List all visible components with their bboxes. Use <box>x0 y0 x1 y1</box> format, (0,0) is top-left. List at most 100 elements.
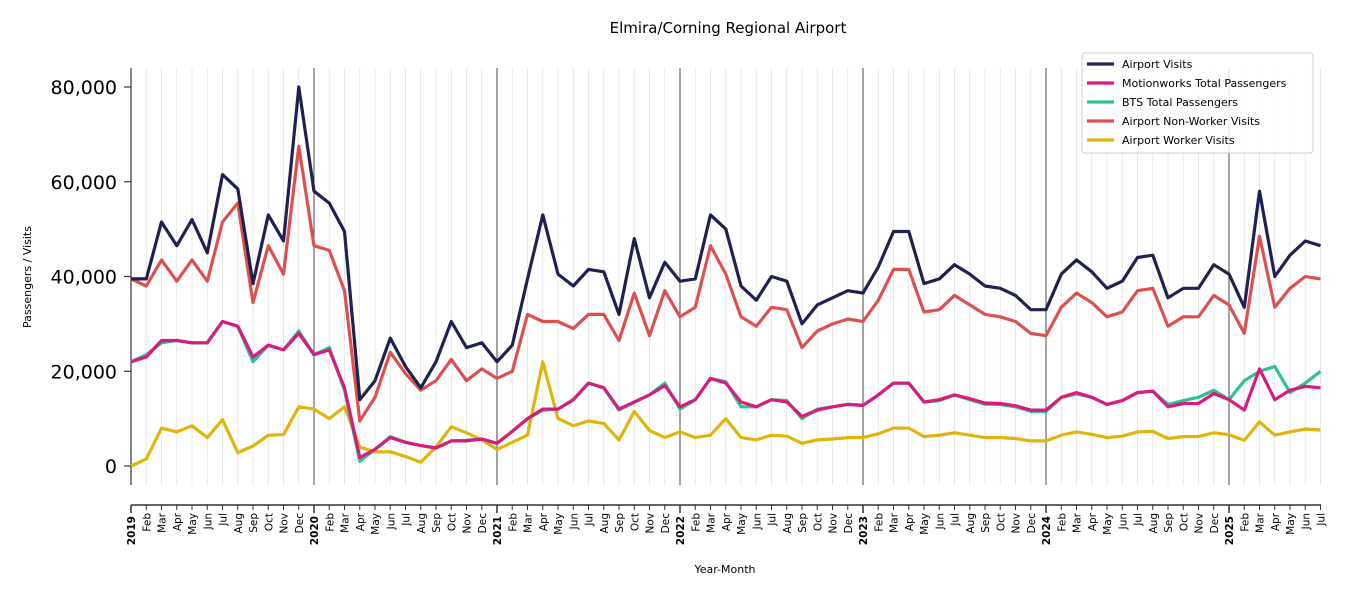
legend-label: BTS Total Passengers <box>1122 96 1238 109</box>
x-tick-label: Mar <box>1255 512 1267 532</box>
x-tick-label: May <box>919 513 931 535</box>
x-tick-label: Jul <box>401 513 413 527</box>
x-tick-label: Aug <box>416 513 428 534</box>
y-tick-label: 80,000 <box>51 77 117 99</box>
x-tick-label: Aug <box>1148 513 1160 534</box>
x-tick-label: Nov <box>1011 513 1023 534</box>
legend-label: Airport Non-Worker Visits <box>1122 115 1260 128</box>
x-tick-label: May <box>187 513 199 535</box>
x-tick-label: Nov <box>828 513 840 534</box>
x-tick-label: Nov <box>1194 513 1206 534</box>
x-tick-label: May <box>370 513 382 535</box>
x-tick-label: Nov <box>645 513 657 534</box>
x-tick-label: Feb <box>690 513 702 532</box>
x-tick-label: Feb <box>1239 513 1251 532</box>
x-tick-label: Aug <box>965 513 977 534</box>
x-tick-label: Feb <box>1056 513 1068 532</box>
x-tick-label: Oct <box>1178 513 1190 531</box>
series-line-motionworks-total-passengers <box>130 319 1321 460</box>
legend: Airport Visits Motionworks Total Passenge… <box>1081 52 1314 154</box>
x-tick-label: Dec <box>1026 513 1038 534</box>
x-tick-label: May <box>1285 513 1297 535</box>
x-tick-label: Feb <box>507 513 519 532</box>
x-tick-label-year: 2021 <box>492 516 504 545</box>
x-tick-label: Nov <box>279 513 291 534</box>
x-tick-label: Mar <box>523 512 535 532</box>
y-tick-label: 40,000 <box>51 267 117 289</box>
x-tick-label: Mar <box>157 512 169 532</box>
x-tick-label: Jul <box>1316 513 1328 527</box>
x-tick-label: Feb <box>141 513 153 532</box>
x-tick-label: May <box>553 513 565 535</box>
y-ticks: 0 20,000 40,000 60,000 80,000 <box>51 77 131 478</box>
x-tick-label: Apr <box>904 512 916 531</box>
x-tick-label-year: 2025 <box>1224 516 1236 545</box>
x-tick-label: Oct <box>629 513 641 531</box>
x-tick-label: Jul <box>218 513 230 527</box>
x-tick-label: Oct <box>446 513 458 531</box>
x-tick-label: Apr <box>1087 512 1099 531</box>
legend-label: Airport Worker Visits <box>1122 134 1235 147</box>
x-tick-label: Jun <box>385 513 397 530</box>
x-tick-label: Jul <box>950 513 962 527</box>
series-line-airport-non-worker-visits <box>130 144 1321 423</box>
x-tick-label: Oct <box>812 513 824 531</box>
chart-title: Elmira/Corning Regional Airport <box>610 19 847 37</box>
x-tick-label: Jul <box>767 513 779 527</box>
x-tick-label: Jun <box>1117 513 1129 530</box>
x-tick-label: Apr <box>355 512 367 531</box>
legend-label: Airport Visits <box>1122 58 1193 71</box>
x-tick-label: Jul <box>1133 513 1145 527</box>
x-tick-label: Sep <box>614 513 626 533</box>
x-ticks: 2019 Feb Mar Apr May Jun Jul Aug Sep Oct Nov Dec 202… <box>126 505 1328 545</box>
x-axis-label: Year-Month <box>693 563 755 576</box>
x-tick-label: Dec <box>1209 513 1221 534</box>
x-tick-label: Jun <box>751 513 763 530</box>
x-tick-label: Feb <box>873 513 885 532</box>
y-tick-label: 60,000 <box>51 172 117 194</box>
x-tick-label-year: 2023 <box>858 516 870 545</box>
x-tick-label: Jun <box>202 513 214 530</box>
x-tick-label: Sep <box>431 513 443 533</box>
x-tick-label: Mar <box>1072 512 1084 532</box>
y-tick-label: 0 <box>105 456 117 478</box>
x-tick-label: Sep <box>797 513 809 533</box>
x-tick-label: Aug <box>782 513 794 534</box>
series-lines <box>130 85 1322 468</box>
x-tick-label: Nov <box>462 513 474 534</box>
x-tick-label: Mar <box>340 512 352 532</box>
x-tick-label: Mar <box>889 512 901 532</box>
y-axis-label: Passengers / Visits <box>21 226 34 328</box>
x-tick-label-year: 2020 <box>309 516 321 545</box>
x-tick-label: Apr <box>721 512 733 531</box>
x-tick-label: Mar <box>706 512 718 532</box>
x-tick-label: May <box>1102 513 1114 535</box>
x-tick-label: Sep <box>248 513 260 533</box>
x-tick-label: Apr <box>1270 512 1282 531</box>
x-tick-label: Dec <box>843 513 855 534</box>
x-tick-label: Apr <box>538 512 550 531</box>
y-tick-label: 20,000 <box>51 361 117 383</box>
x-tick-label: Oct <box>263 513 275 531</box>
x-tick-label: Sep <box>1163 513 1175 533</box>
x-tick-label: Dec <box>294 513 306 534</box>
x-tick-label: Dec <box>660 513 672 534</box>
x-tick-label-year: 2022 <box>675 516 687 545</box>
x-tick-label: Apr <box>172 512 184 531</box>
x-tick-label-year: 2019 <box>126 516 138 545</box>
x-tick-label: Feb <box>324 513 336 532</box>
x-tick-label: Jun <box>568 513 580 530</box>
x-tick-label: Aug <box>599 513 611 534</box>
x-tick-label: Jul <box>584 513 596 527</box>
x-tick-label-year: 2024 <box>1041 516 1053 545</box>
x-tick-label: Oct <box>995 513 1007 531</box>
legend-box <box>1081 52 1314 154</box>
x-tick-label: Dec <box>477 513 489 534</box>
x-tick-label: Jun <box>934 513 946 530</box>
x-tick-label: Sep <box>980 513 992 533</box>
x-tick-label: Aug <box>233 513 245 534</box>
x-tick-label: Jun <box>1300 513 1312 530</box>
x-tick-label: May <box>736 513 748 535</box>
series-line-airport-worker-visits <box>130 360 1321 468</box>
